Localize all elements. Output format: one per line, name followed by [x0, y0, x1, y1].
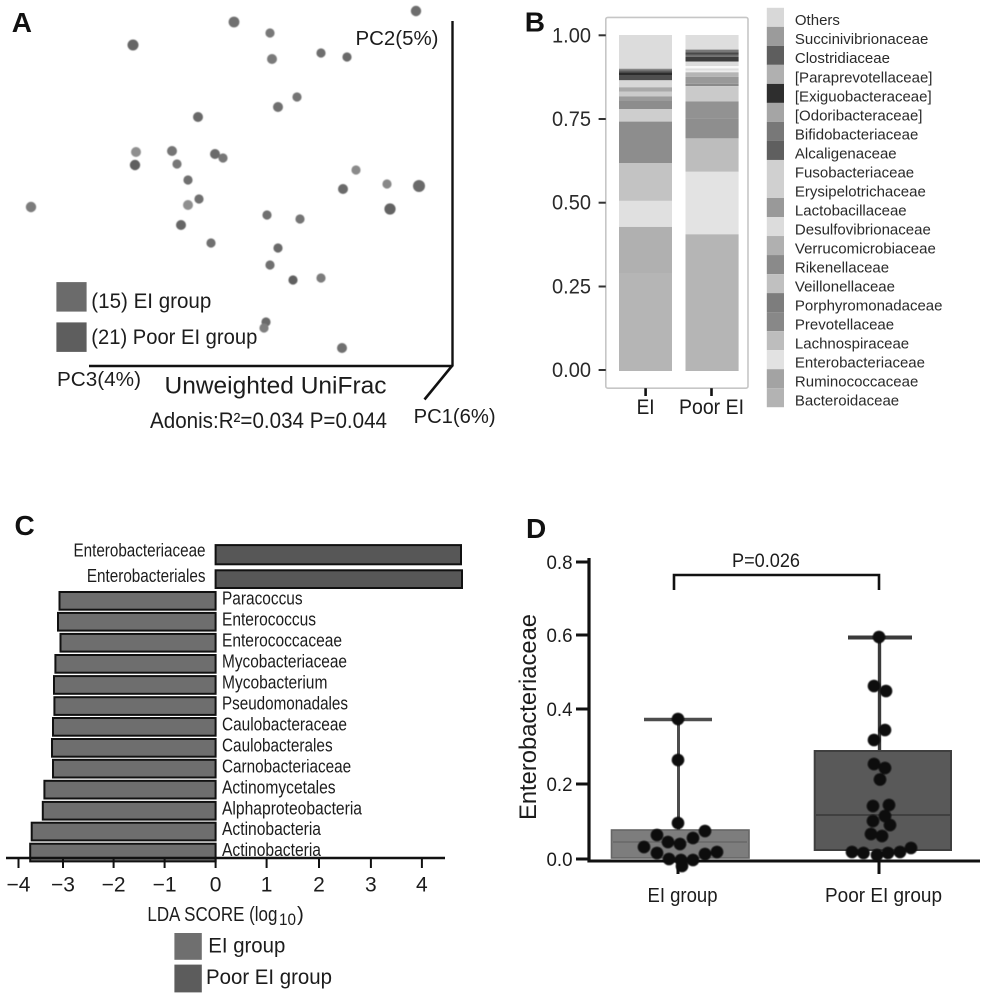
svg-text:[Paraprevotellaceae]: [Paraprevotellaceae]: [795, 69, 933, 86]
svg-text:−3: −3: [51, 874, 75, 897]
svg-text:0.2: 0.2: [547, 775, 573, 796]
svg-text:Enterobacteriaceae: Enterobacteriaceae: [515, 614, 542, 820]
svg-text:Caulobacteraceae: Caulobacteraceae: [222, 715, 347, 735]
svg-text:(15) EI group: (15) EI group: [91, 290, 211, 313]
svg-text:PC3(4%): PC3(4%): [57, 369, 141, 391]
svg-text:Mycobacteriaceae: Mycobacteriaceae: [222, 652, 347, 672]
svg-text:): ): [297, 903, 304, 926]
svg-text:0.25: 0.25: [552, 276, 591, 299]
svg-text:Fusobacteriaceae: Fusobacteriaceae: [795, 164, 914, 181]
svg-text:Desulfovibrionaceae: Desulfovibrionaceae: [795, 221, 931, 238]
svg-text:C: C: [15, 510, 35, 541]
svg-text:Caulobacterales: Caulobacterales: [222, 736, 333, 756]
svg-text:Enterococcaceae: Enterococcaceae: [222, 630, 342, 650]
svg-text:Bifidobacteriaceae: Bifidobacteriaceae: [795, 126, 918, 143]
svg-text:−4: −4: [7, 874, 31, 897]
svg-text:B: B: [525, 7, 545, 38]
svg-text:0.50: 0.50: [552, 192, 591, 215]
svg-text:0.6: 0.6: [547, 626, 573, 647]
svg-text:Veillonellaceae: Veillonellaceae: [795, 279, 895, 296]
svg-text:Lachnospiraceae: Lachnospiraceae: [795, 336, 909, 353]
svg-text:Poor EI group: Poor EI group: [825, 884, 942, 907]
svg-text:PC2(5%): PC2(5%): [356, 28, 439, 50]
svg-text:EI: EI: [637, 396, 655, 419]
svg-text:Succinivibrionaceae: Succinivibrionaceae: [795, 31, 928, 48]
svg-text:−1: −1: [153, 874, 177, 897]
svg-text:Carnobacteriaceae: Carnobacteriaceae: [222, 756, 351, 776]
svg-text:A: A: [12, 7, 32, 38]
svg-text:Prevotellaceae: Prevotellaceae: [795, 317, 894, 334]
svg-text:1: 1: [261, 874, 273, 897]
svg-text:1.00: 1.00: [552, 24, 591, 47]
svg-text:Alcaligenaceae: Alcaligenaceae: [795, 145, 897, 162]
svg-text:Enterobacteriaceae: Enterobacteriaceae: [74, 541, 206, 561]
svg-text:[Exiguobacteraceae]: [Exiguobacteraceae]: [795, 88, 932, 105]
svg-text:Adonis:R²=0.034 P=0.044: Adonis:R²=0.034 P=0.044: [150, 408, 387, 433]
svg-text:10: 10: [279, 911, 296, 929]
svg-text:Ruminococcaceae: Ruminococcaceae: [795, 374, 918, 391]
svg-text:0.0: 0.0: [547, 850, 573, 871]
svg-text:Actinobacteria: Actinobacteria: [222, 819, 322, 839]
svg-text:Enterobacteriales: Enterobacteriales: [87, 566, 206, 586]
svg-text:Verrucomicrobiaceae: Verrucomicrobiaceae: [795, 240, 936, 257]
svg-text:3: 3: [365, 874, 377, 897]
svg-text:EI group: EI group: [648, 884, 718, 907]
svg-text:Poor EI: Poor EI: [679, 396, 744, 419]
svg-text:Mycobacterium: Mycobacterium: [222, 673, 327, 693]
svg-text:P=0.026: P=0.026: [732, 550, 800, 572]
svg-text:4: 4: [416, 874, 428, 897]
svg-text:Actinobacteria: Actinobacteria: [222, 840, 322, 860]
svg-text:LDA SCORE (log: LDA SCORE (log: [147, 903, 277, 926]
svg-text:Pseudomonadales: Pseudomonadales: [222, 694, 348, 714]
svg-text:Bacteroidaceae: Bacteroidaceae: [795, 393, 899, 410]
svg-text:Others: Others: [795, 12, 840, 29]
svg-text:0.8: 0.8: [547, 553, 573, 574]
svg-text:Erysipelotrichaceae: Erysipelotrichaceae: [795, 183, 926, 200]
svg-text:2: 2: [313, 874, 325, 897]
svg-text:Enterobacteriaceae: Enterobacteriaceae: [795, 355, 925, 372]
svg-text:Porphyromonadaceae: Porphyromonadaceae: [795, 298, 943, 315]
svg-text:Alphaproteobacteria: Alphaproteobacteria: [222, 798, 363, 818]
svg-text:Rikenellaceae: Rikenellaceae: [795, 260, 889, 277]
svg-text:0.75: 0.75: [552, 108, 591, 131]
svg-text:EI group: EI group: [208, 934, 285, 958]
svg-text:Lactobacillaceae: Lactobacillaceae: [795, 202, 907, 219]
svg-text:Actinomycetales: Actinomycetales: [222, 777, 336, 797]
svg-text:(21) Poor EI group: (21) Poor EI group: [91, 326, 257, 349]
svg-text:0: 0: [210, 874, 222, 897]
svg-text:0.00: 0.00: [552, 359, 591, 382]
svg-text:Unweighted UniFrac: Unweighted UniFrac: [165, 373, 387, 400]
svg-text:Poor EI group: Poor EI group: [206, 965, 332, 989]
svg-text:Clostridiaceae: Clostridiaceae: [795, 50, 890, 67]
svg-text:[Odoribacteraceae]: [Odoribacteraceae]: [795, 107, 923, 124]
svg-text:−2: −2: [102, 874, 126, 897]
svg-text:PC1(6%): PC1(6%): [414, 406, 496, 428]
svg-text:0.4: 0.4: [547, 700, 573, 721]
svg-text:Paracoccus: Paracoccus: [222, 589, 303, 609]
svg-text:D: D: [526, 513, 546, 544]
svg-text:Enterococcus: Enterococcus: [222, 609, 316, 629]
